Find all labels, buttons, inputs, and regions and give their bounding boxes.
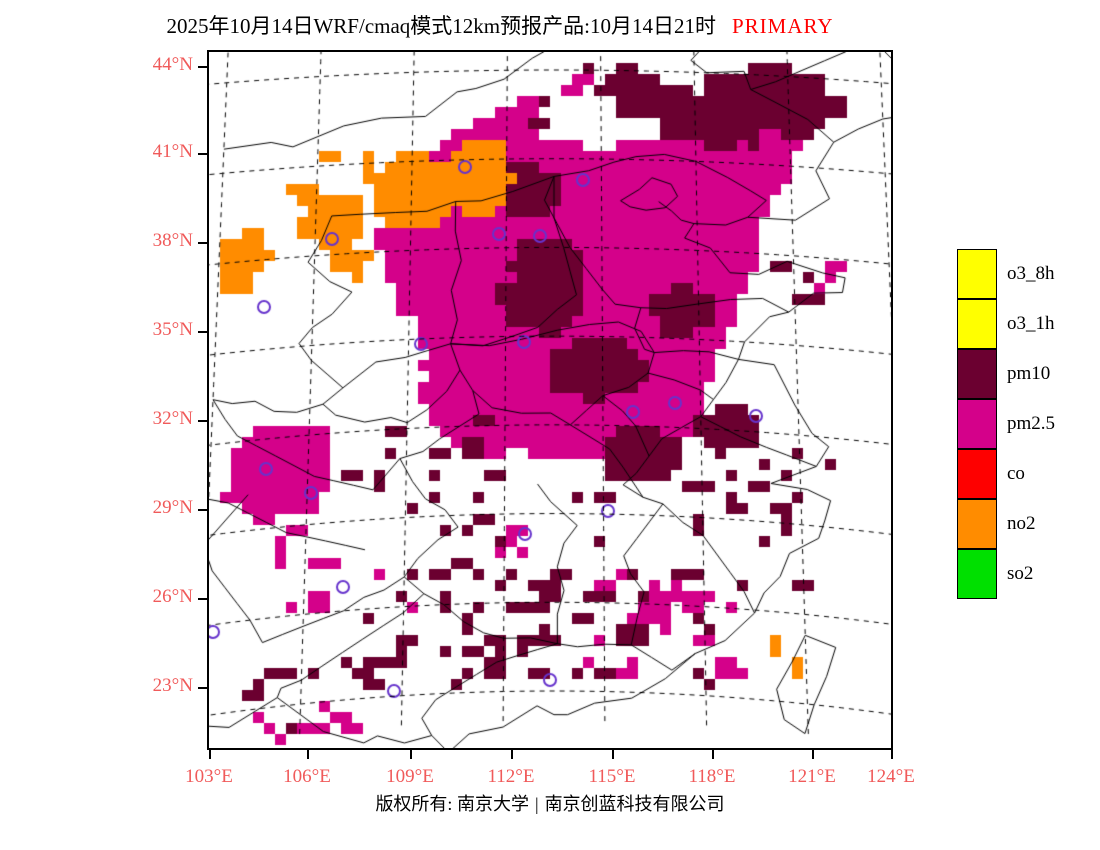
y-tick-mark bbox=[198, 242, 207, 244]
legend-label-o3-8h: o3_8h bbox=[1007, 263, 1055, 284]
legend-item-so2[interactable]: so2 bbox=[957, 549, 1097, 600]
copyright-company: 南京创蓝科技有限公司 bbox=[544, 794, 725, 814]
map-plot-inner bbox=[209, 52, 891, 748]
y-axis-label: 38°N bbox=[152, 230, 193, 251]
y-axis-label: 32°N bbox=[152, 408, 193, 429]
latlon-graticule-layer bbox=[209, 52, 891, 748]
x-axis-label: 118°E bbox=[688, 766, 736, 787]
pollutant-legend[interactable]: o3_8h o3_1h pm10 pm2.5 co no2 so2 bbox=[957, 249, 1097, 600]
legend-label-so2: so2 bbox=[1007, 563, 1034, 584]
legend-swatch-pm2-5 bbox=[957, 399, 997, 449]
y-axis-label: 29°N bbox=[152, 497, 193, 518]
y-tick-mark bbox=[198, 66, 207, 68]
legend-swatch-o3-1h bbox=[957, 299, 997, 349]
y-tick-mark bbox=[198, 687, 207, 689]
x-tick-mark bbox=[307, 750, 309, 759]
y-axis-label: 35°N bbox=[152, 319, 193, 340]
legend-item-o3-1h[interactable]: o3_1h bbox=[957, 299, 1097, 350]
x-tick-mark bbox=[812, 750, 814, 759]
legend-swatch-pm10 bbox=[957, 349, 997, 399]
x-axis-label: 103°E bbox=[185, 766, 233, 787]
legend-item-pm10[interactable]: pm10 bbox=[957, 349, 1097, 400]
chart-title: 2025年10月14日WRF/cmaq模式12km预报产品:10月14日21时 P… bbox=[0, 10, 1000, 40]
legend-label-pm2-5: pm2.5 bbox=[1007, 413, 1056, 434]
y-tick-mark bbox=[198, 509, 207, 511]
footer-separator: | bbox=[534, 794, 539, 814]
x-axis-label: 124°E bbox=[867, 766, 915, 787]
y-axis-label: 26°N bbox=[152, 586, 193, 607]
legend-swatch-co bbox=[957, 449, 997, 499]
x-axis-label: 115°E bbox=[588, 766, 636, 787]
legend-swatch-no2 bbox=[957, 499, 997, 549]
x-tick-mark bbox=[612, 750, 614, 759]
legend-swatch-o3-8h bbox=[957, 249, 997, 299]
y-axis-label: 44°N bbox=[152, 54, 193, 75]
legend-label-no2: no2 bbox=[1007, 513, 1036, 534]
legend-item-co[interactable]: co bbox=[957, 449, 1097, 500]
x-tick-mark bbox=[511, 750, 513, 759]
x-axis-label: 106°E bbox=[283, 766, 331, 787]
legend-item-pm2-5[interactable]: pm2.5 bbox=[957, 399, 1097, 450]
copyright-owner: 版权所有: 南京大学 bbox=[375, 794, 529, 814]
legend-label-co: co bbox=[1007, 463, 1025, 484]
x-tick-mark bbox=[891, 750, 893, 759]
x-axis-label: 112°E bbox=[487, 766, 535, 787]
legend-label-o3-1h: o3_1h bbox=[1007, 313, 1055, 334]
copyright-footer: 版权所有: 南京大学 | 南京创蓝科技有限公司 bbox=[0, 790, 1100, 816]
legend-item-o3-8h[interactable]: o3_8h bbox=[957, 249, 1097, 300]
x-tick-mark bbox=[410, 750, 412, 759]
legend-item-no2[interactable]: no2 bbox=[957, 499, 1097, 550]
chart-title-flag: PRIMARY bbox=[731, 14, 834, 38]
legend-swatch-so2 bbox=[957, 549, 997, 599]
y-tick-mark bbox=[198, 598, 207, 600]
y-tick-mark bbox=[198, 153, 207, 155]
y-tick-mark bbox=[198, 331, 207, 333]
x-tick-mark bbox=[712, 750, 714, 759]
chart-title-main: 2025年10月14日WRF/cmaq模式12km预报产品:10月14日21时 bbox=[166, 14, 716, 38]
x-axis-label: 109°E bbox=[386, 766, 434, 787]
y-axis-label: 41°N bbox=[152, 141, 193, 162]
x-axis-label: 121°E bbox=[788, 766, 836, 787]
legend-label-pm10: pm10 bbox=[1007, 363, 1051, 384]
y-axis-label: 23°N bbox=[152, 675, 193, 696]
y-tick-mark bbox=[198, 420, 207, 422]
map-plot-area[interactable] bbox=[207, 50, 893, 750]
x-tick-mark bbox=[209, 750, 211, 759]
